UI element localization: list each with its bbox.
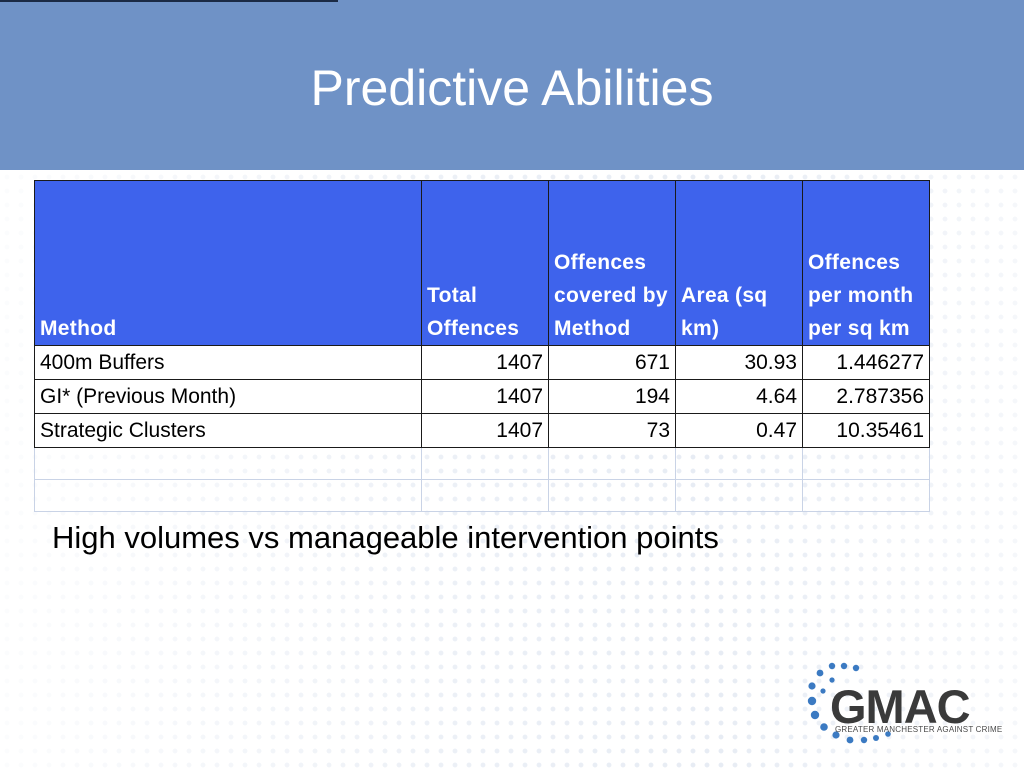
empty-cell	[802, 447, 930, 480]
cell-method: GI* (Previous Month)	[34, 379, 422, 414]
cell-covered: 671	[548, 345, 676, 380]
table-header-row: Method Total Offences Offences covered b…	[34, 180, 930, 346]
empty-cell	[34, 447, 422, 480]
header-method: Method	[34, 180, 422, 346]
cell-total: 1407	[421, 345, 549, 380]
empty-cell	[421, 479, 549, 512]
cell-area: 30.93	[675, 345, 803, 380]
header-accent-line	[0, 0, 338, 2]
slide-title: Predictive Abilities	[310, 60, 714, 116]
table-row: Strategic Clusters 1407 73 0.47 10.35461	[34, 413, 930, 448]
cell-method: Strategic Clusters	[34, 413, 422, 448]
gmac-logo-dots	[807, 662, 891, 744]
empty-table-row	[34, 479, 930, 512]
table-row: 400m Buffers 1407 671 30.93 1.446277	[34, 345, 930, 380]
empty-cell	[548, 447, 676, 480]
table-row: GI* (Previous Month) 1407 194 4.64 2.787…	[34, 379, 930, 414]
cell-total: 1407	[421, 413, 549, 448]
cell-method: 400m Buffers	[34, 345, 422, 380]
cell-rate: 10.35461	[802, 413, 930, 448]
empty-cell	[675, 479, 803, 512]
header-total-offences: Total Offences	[421, 180, 549, 346]
slide-caption: High volumes vs manageable intervention …	[52, 520, 719, 555]
header-offences-per-sqkm: Offences per month per sq km	[802, 180, 930, 346]
empty-cell	[675, 447, 803, 480]
cell-area: 0.47	[675, 413, 803, 448]
empty-cell	[421, 447, 549, 480]
cell-total: 1407	[421, 379, 549, 414]
cell-covered: 194	[548, 379, 676, 414]
cell-area: 4.64	[675, 379, 803, 414]
title-band: Predictive Abilities	[0, 0, 1024, 170]
empty-cell	[34, 479, 422, 512]
cell-rate: 1.446277	[802, 345, 930, 380]
cell-rate: 2.787356	[802, 379, 930, 414]
empty-cell	[802, 479, 930, 512]
logo-subtitle: GREATER MANCHESTER AGAINST CRIME	[835, 725, 1003, 734]
header-offences-covered: Offences covered by Method	[548, 180, 676, 346]
empty-table-row	[34, 447, 930, 480]
results-table: Method Total Offences Offences covered b…	[34, 180, 930, 512]
empty-cell	[548, 479, 676, 512]
header-area: Area (sq km)	[675, 180, 803, 346]
cell-covered: 73	[548, 413, 676, 448]
logo-wordmark: GMAC	[830, 680, 971, 733]
